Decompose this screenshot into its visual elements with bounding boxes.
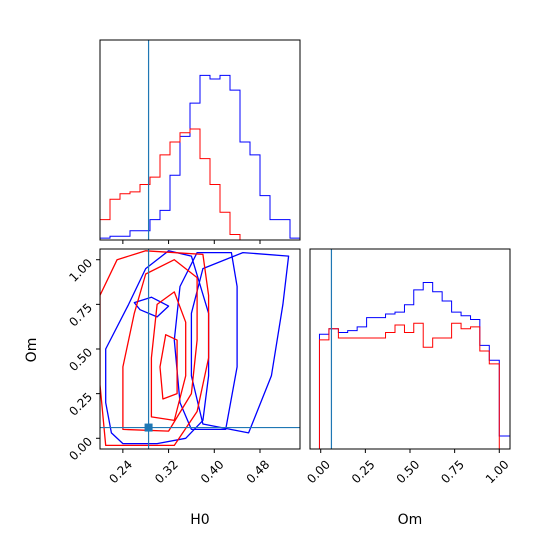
histogram-h0-series-2 (100, 128, 300, 240)
contour-series-1-level-3 (190, 251, 290, 434)
contour-series-2-level-1 (100, 250, 210, 447)
histogram-h0-series-1 (100, 74, 300, 240)
histogram-h0-frame (99, 39, 301, 241)
y-axis-label-om: Om (24, 338, 40, 363)
histogram-om-clip-group (310, 249, 510, 449)
contour-h0-om-panel: 0.24 0.32 0.40 0.480.000.250.500.751.00 (66, 248, 301, 486)
histogram-om-series-1 (310, 282, 510, 449)
contour-clip-group (100, 249, 300, 449)
histogram-h0-clip-group (100, 40, 300, 240)
contour-series-2-level-3 (150, 291, 187, 422)
x-axis-label-om: Om (398, 512, 423, 528)
x-axis-label-h0: H0 (190, 512, 209, 528)
histogram-om-series-2 (310, 322, 510, 449)
contour-series-2-level-2 (122, 259, 198, 432)
truth-point-marker (144, 423, 153, 432)
histogram-h0-panel (99, 39, 301, 244)
contour-series-2-level-4 (159, 334, 178, 400)
